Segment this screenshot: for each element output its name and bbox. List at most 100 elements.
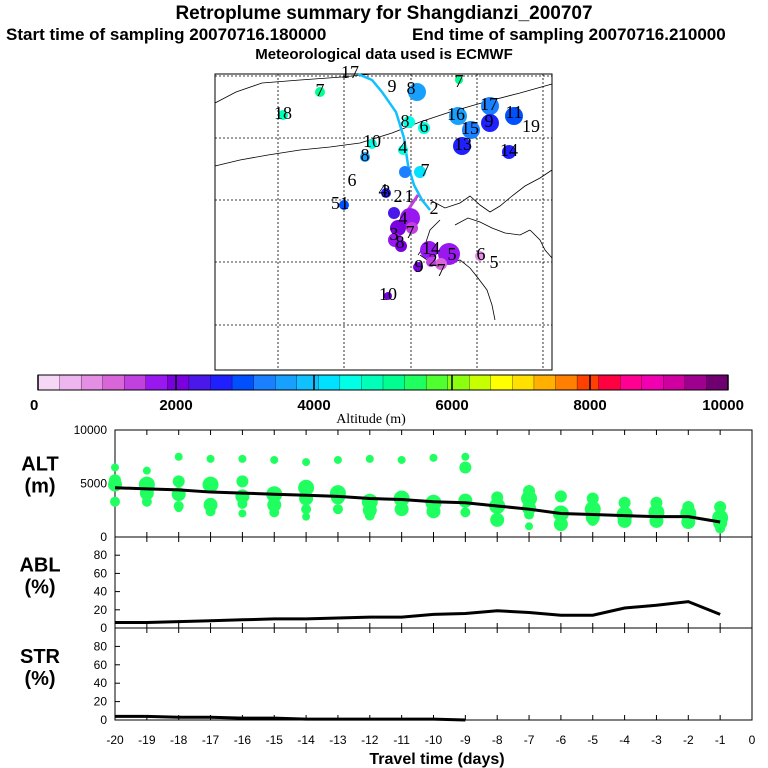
abl-series-line: [115, 600, 721, 625]
panel-ylabel-unit: (m): [24, 476, 55, 498]
altitude-point: [554, 490, 567, 503]
particle-label: 4: [399, 137, 408, 157]
altitude-point: [587, 515, 598, 526]
altitude-point: [236, 475, 249, 488]
particle-label: 3: [382, 181, 391, 201]
altitude-point: [269, 507, 280, 518]
altitude-point: [459, 461, 472, 474]
x-tick-label: -2: [683, 733, 694, 747]
colorbar-cell: [253, 374, 276, 391]
x-tick-label: -17: [202, 733, 220, 747]
colorbar-cell: [124, 374, 147, 391]
altitude-point: [618, 496, 631, 509]
particle-cluster: [398, 145, 408, 155]
x-tick-label: -6: [556, 733, 567, 747]
colorbar-cell: [706, 374, 729, 391]
particle-cluster: [381, 188, 391, 198]
particle-label: 7: [406, 222, 415, 242]
particle-label: 10: [379, 284, 397, 304]
x-tick-label: -5: [587, 733, 598, 747]
panel-ylabel-unit: (%): [24, 668, 55, 690]
particle-label: 4: [399, 208, 408, 228]
x-tick-label: -20: [106, 733, 124, 747]
alt-median-line: [114, 486, 721, 524]
particle-cluster: [426, 257, 436, 267]
altitude-point: [490, 512, 505, 527]
x-tick-label: -18: [170, 733, 188, 747]
panel-frame: [114, 627, 753, 721]
particle-label: 2: [430, 198, 439, 218]
particle-cluster: [481, 97, 499, 115]
particle-label: 19: [522, 116, 540, 136]
particle-cluster: [413, 262, 423, 272]
colorbar-cell: [59, 374, 82, 391]
colorbar-cell: [210, 374, 233, 391]
particle-label: 7: [455, 71, 464, 91]
altitude-point: [172, 475, 185, 488]
altitude-point: [108, 477, 122, 492]
particle-label: 7: [316, 80, 325, 100]
particle-label: 51: [331, 193, 349, 213]
trajectory-path: [357, 72, 431, 211]
x-axis: -20 -19 -18 -17 -16 -15 -14 -13 -12 -11 -10 -9 -8 -7-…: [106, 733, 755, 768]
particle-cluster: [475, 251, 485, 261]
y-tick-label: 5000: [80, 477, 107, 491]
particle-label: 17: [480, 94, 498, 114]
altitude-point: [364, 510, 375, 521]
x-tick-label: -16: [234, 733, 252, 747]
colorbar-cell: [598, 374, 621, 391]
particle-label: 6: [348, 170, 357, 190]
altitude-point: [525, 522, 534, 531]
particle-cluster: [462, 121, 480, 139]
colorbar-cell: [188, 374, 211, 391]
particle-cluster: [455, 76, 463, 84]
altitude-point: [142, 466, 151, 475]
particle-cluster: [395, 240, 407, 252]
particle-cluster: [315, 87, 325, 97]
colorbar-tick-label: 4000: [297, 397, 330, 414]
y-tick-label: 80: [94, 639, 108, 653]
y-tick-label: 60: [94, 566, 108, 580]
colorbar-label: Altitude (m): [336, 412, 406, 427]
altitude-point: [458, 493, 473, 508]
colorbar-ticks: 0 2000 4000 6000 8000 10000: [30, 375, 744, 414]
particle-label: 6: [477, 244, 486, 264]
colorbar-cell: [167, 374, 190, 391]
altitude-point: [394, 502, 409, 517]
colorbar-cell: [469, 374, 492, 391]
altitude-point: [524, 509, 535, 520]
colorbar-cell: [318, 374, 341, 391]
altitude-point: [302, 512, 311, 521]
x-tick-label: -13: [329, 733, 347, 747]
particle-label: 8: [361, 145, 370, 165]
altitude-point: [429, 453, 438, 462]
altitude-point: [397, 455, 406, 464]
particle-cluster: [408, 83, 426, 101]
particle-cluster: [418, 122, 430, 134]
colorbar-cell: [231, 374, 255, 391]
particle-label: 9: [388, 76, 397, 96]
colorbar-cell: [80, 374, 104, 391]
colorbar-tick-label: 8000: [573, 397, 606, 414]
colorbar-cell: [404, 374, 427, 391]
y-tick-label: 80: [94, 548, 108, 562]
colorbar-cell: [339, 374, 362, 391]
particle-label: 17: [341, 62, 359, 82]
altitude-point: [298, 479, 315, 496]
x-tick-label: -4: [619, 733, 630, 747]
altitude-point: [714, 501, 727, 514]
altitude-point: [110, 496, 120, 507]
altitude-point: [299, 491, 314, 506]
particle-cluster: [278, 110, 288, 120]
particle-cluster: [453, 137, 471, 155]
particle-label: 9: [485, 111, 494, 131]
x-tick-label: -12: [361, 733, 379, 747]
y-tick-label: 20: [94, 603, 108, 617]
met-data-label: Meteorological data used is ECMWF: [255, 46, 513, 63]
altitude-point: [270, 455, 279, 464]
colorbar-cell: [361, 374, 384, 391]
particle-cluster: [360, 152, 370, 162]
altitude-point: [205, 506, 216, 517]
